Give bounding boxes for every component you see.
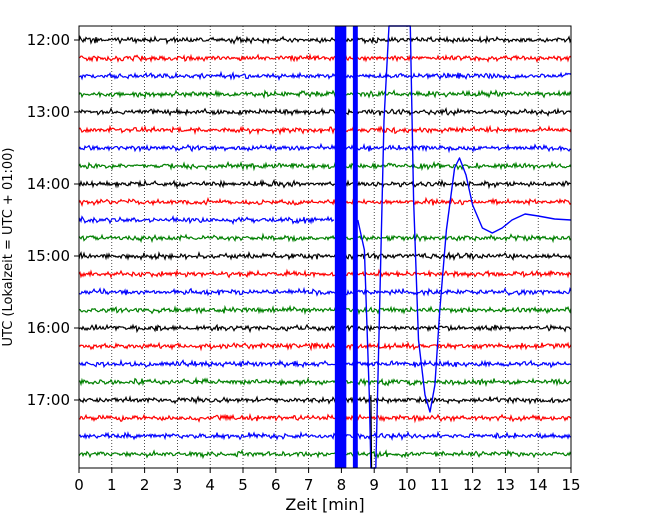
seismic-trace — [78, 89, 572, 100]
seismic-trace — [78, 34, 572, 45]
seismic-trace — [78, 214, 335, 226]
seismic-trace — [78, 232, 572, 244]
x-tick-label: 6 — [271, 476, 281, 494]
traces — [78, 34, 572, 460]
x-tick-label: 4 — [205, 476, 215, 494]
event-signal — [334, 25, 572, 469]
x-axis-label: Zeit [min] — [285, 495, 364, 514]
plot-frame — [78, 25, 572, 469]
x-tick-label: 1 — [107, 476, 117, 494]
event-saturated-band — [352, 26, 358, 468]
y-tick-label: 13:00 — [27, 103, 70, 121]
y-axis-label: UTC (Lokalzeit = UTC + 01:00) — [1, 148, 16, 347]
event-saturated-band — [334, 26, 347, 468]
seismic-trace — [78, 106, 572, 117]
x-tick-label: 11 — [430, 476, 449, 494]
seismic-trace — [78, 268, 572, 279]
x-tick-label: 9 — [369, 476, 379, 494]
seismic-trace — [78, 196, 572, 207]
seismic-trace — [78, 430, 572, 442]
event-spike — [370, 394, 373, 469]
seismic-trace — [78, 376, 572, 388]
x-tick-label: 8 — [337, 476, 347, 494]
x-tick-label: 3 — [173, 476, 183, 494]
x-ticks: 0 1 2 3 4 5 6 7 8 9 10 11 12 13 14 15 — [74, 468, 581, 494]
event-waveform — [357, 25, 572, 469]
seismic-trace — [78, 53, 572, 64]
seismic-trace — [78, 160, 572, 172]
y-tick-label: 12:00 — [27, 31, 70, 49]
seismic-trace — [78, 124, 572, 136]
seismic-trace — [78, 323, 572, 334]
x-tick-label: 10 — [397, 476, 416, 494]
x-tick-label: 0 — [74, 476, 84, 494]
x-tick-label: 15 — [561, 476, 580, 494]
seismic-trace — [78, 395, 572, 405]
seismic-trace — [78, 412, 572, 424]
seismic-trace — [78, 250, 572, 262]
seismic-trace — [78, 358, 572, 369]
y-tick-label: 16:00 — [27, 319, 70, 337]
x-tick-label: 12 — [463, 476, 482, 494]
x-tick-label: 2 — [140, 476, 150, 494]
x-tick-label: 13 — [496, 476, 515, 494]
seismic-trace — [78, 70, 572, 82]
y-tick-label: 15:00 — [27, 247, 70, 265]
seismic-trace — [78, 341, 572, 352]
y-ticks: 12:00 13:00 14:00 15:00 16:00 17:00 — [27, 31, 79, 409]
y-tick-label: 17:00 — [27, 391, 70, 409]
x-tick-label: 5 — [238, 476, 248, 494]
seismic-trace — [78, 449, 572, 460]
seismic-trace — [78, 286, 572, 297]
seismic-trace — [78, 178, 572, 190]
y-tick-label: 14:00 — [27, 175, 70, 193]
x-tick-label: 7 — [304, 476, 314, 494]
seismic-trace — [78, 142, 572, 154]
seismic-trace — [78, 304, 572, 316]
x-tick-label: 14 — [529, 476, 548, 494]
